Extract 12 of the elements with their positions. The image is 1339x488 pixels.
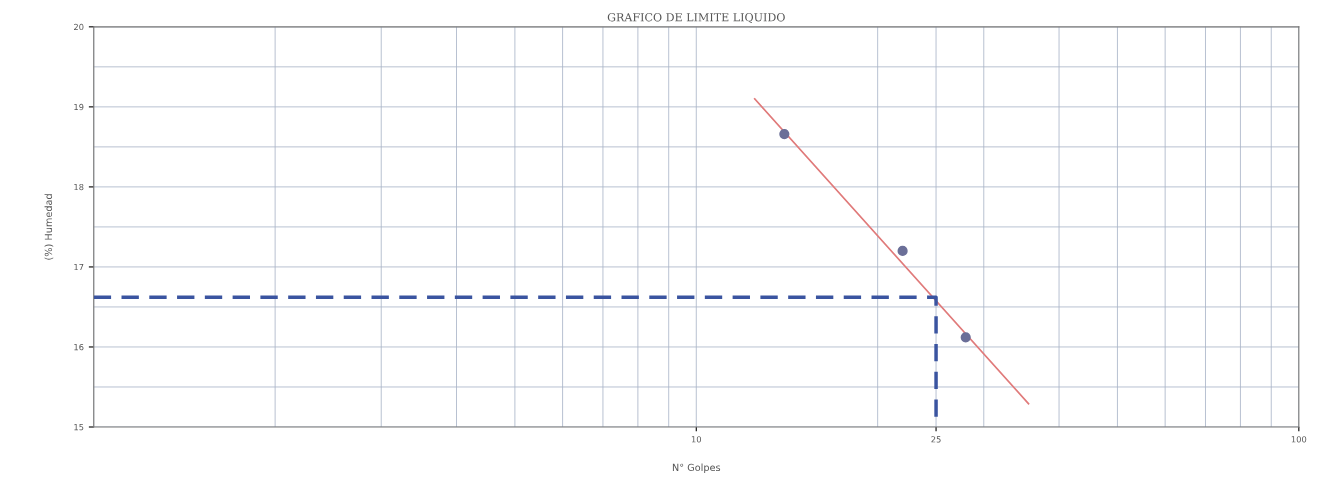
chart-title: GRAFICO DE LIMITE LIQUIDO [607,13,785,24]
y-tick-label: 19 [74,103,84,111]
x-tick-label: 25 [931,436,941,443]
y-tick-label: 17 [74,264,84,271]
y-tick-label: 18 [74,183,84,191]
x-axis-title: N° Golpes [672,463,721,473]
y-axis-title: (%) Humedad [44,194,54,260]
x-tick-label: 10 [691,436,702,443]
y-tick-label: 15 [74,424,84,431]
x-tick-label: 100 [1291,436,1307,443]
y-tick-label: 16 [74,343,84,351]
y-tick-label: 20 [74,23,84,31]
